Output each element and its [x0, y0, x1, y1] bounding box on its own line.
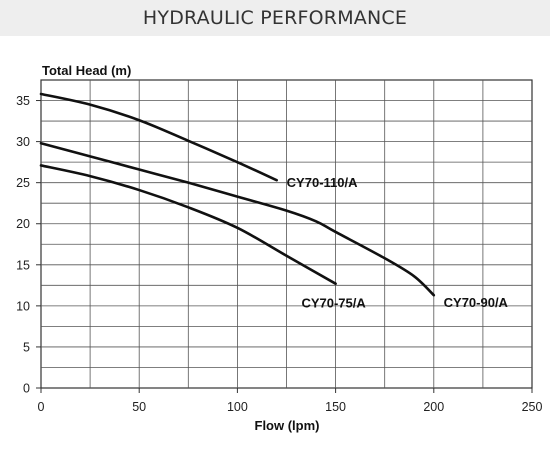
x-axis-title: Flow (lpm)	[255, 418, 320, 433]
x-tick-label: 0	[38, 400, 45, 414]
series-label: CY70-110/A	[287, 175, 358, 190]
x-tick-label: 200	[423, 400, 444, 414]
y-tick-label: 5	[23, 340, 30, 354]
series-label: CY70-90/A	[444, 295, 509, 310]
series-line-cy70-90-a	[39, 141, 436, 297]
series-label: CY70-75/A	[301, 296, 366, 311]
y-tick-label: 0	[23, 382, 30, 396]
y-axis-title: Total Head (m)	[42, 63, 131, 78]
x-tick-label: 100	[227, 400, 248, 414]
y-tick-label: 25	[16, 176, 30, 190]
y-tick-label: 20	[16, 217, 30, 231]
y-tick-label: 15	[16, 258, 30, 272]
series-line-cy70-75-a	[39, 164, 337, 285]
y-tick-label: 35	[16, 94, 30, 108]
y-tick-label: 30	[16, 135, 30, 149]
grid	[40, 79, 533, 389]
series-labels: CY70-110/A CY70-90/A CY70-75/A	[287, 175, 509, 310]
curves	[39, 92, 436, 297]
y-tick-label: 10	[16, 299, 30, 313]
tick-labels: 0 50 100 150 200 250 0 5 10 15 20 25 30 35	[16, 94, 542, 414]
x-tick-label: 50	[132, 400, 146, 414]
title-banner: HYDRAULIC PERFORMANCE	[0, 0, 550, 36]
x-tick-label: 250	[522, 400, 543, 414]
x-tick-label: 150	[325, 400, 346, 414]
series-line-cy70-110-a	[39, 92, 278, 182]
chart-title: HYDRAULIC PERFORMANCE	[142, 7, 408, 29]
